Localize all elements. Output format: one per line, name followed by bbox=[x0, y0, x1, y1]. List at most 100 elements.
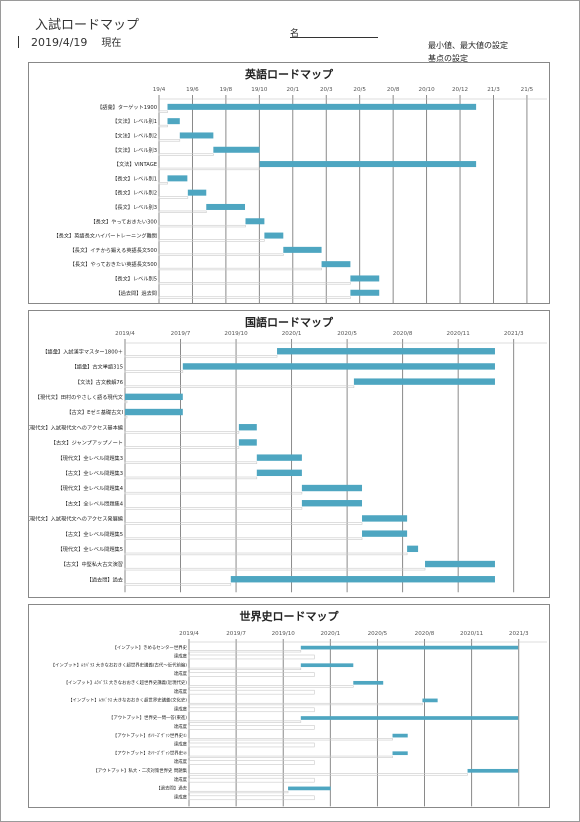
progress-track bbox=[188, 707, 315, 713]
row-label: 【過去問】過去 bbox=[87, 575, 123, 583]
row-label: 【長文】やっておきたい英語長文500 bbox=[70, 260, 157, 268]
progress-track bbox=[158, 239, 265, 242]
row-label: 達成度 bbox=[174, 723, 188, 730]
progress-track bbox=[158, 110, 168, 113]
current-label: 現在 bbox=[101, 38, 122, 49]
task-bar bbox=[353, 378, 495, 385]
progress-track bbox=[124, 522, 363, 525]
task-bar bbox=[206, 203, 246, 210]
english-roadmap-chart: 19/4 19/6 19/8 19/10 20/1 20/3 20/5 20/8 20/10 20… bbox=[53, 87, 547, 303]
row-label: 【現代文】田村のやさしく語る現代文 bbox=[35, 393, 124, 401]
progress-track bbox=[158, 282, 351, 285]
progress-track bbox=[158, 296, 351, 299]
x-tick-label: 20/1 bbox=[287, 87, 300, 93]
row-label: 【インプット】ﾑﾗﾊﾞﾗｽ 大きなおおきく超世界史講義(文化史) bbox=[68, 697, 187, 704]
x-tick-label: 2019/7 bbox=[226, 631, 246, 637]
row-label: 【語彙】入試漢字マスター1800＋ bbox=[42, 347, 123, 355]
x-tick-label: 2020/8 bbox=[393, 331, 413, 337]
progress-track bbox=[124, 552, 408, 556]
task-bar bbox=[213, 146, 260, 153]
progress-track bbox=[188, 773, 468, 776]
row-label: 【語彙】古文単語315 bbox=[72, 363, 123, 371]
row-label: 【文法】レベル別1 bbox=[112, 117, 157, 125]
task-bar bbox=[125, 393, 183, 401]
progress-track bbox=[158, 139, 181, 142]
progress-track bbox=[124, 355, 278, 358]
x-tick-label: 20/10 bbox=[419, 87, 436, 93]
name-label: 名 bbox=[290, 29, 300, 39]
x-tick-label: 2021/3 bbox=[504, 331, 524, 337]
progress-track bbox=[188, 685, 354, 688]
task-bar bbox=[230, 576, 495, 583]
progress-track bbox=[124, 507, 303, 510]
document-title: 入試ロードマップ bbox=[35, 18, 140, 33]
row-label: 達成度 bbox=[174, 653, 188, 660]
task-bar bbox=[238, 439, 257, 446]
progress-track bbox=[188, 689, 315, 695]
progress-track bbox=[124, 461, 258, 464]
task-bar bbox=[259, 161, 477, 168]
world-history-roadmap-chart: 2019/4 2019/7 2019/10 2020/1 2020/5 2020/8 202… bbox=[51, 631, 547, 807]
x-tick-label: 21/5 bbox=[521, 87, 534, 93]
row-label: 【文法】レベル別2 bbox=[112, 131, 157, 139]
row-label: 達成度 bbox=[174, 793, 188, 800]
row-label: 【語彙】ターゲット1900 bbox=[97, 103, 157, 111]
row-label: 【長文】英語長文ハイパートレーニング難関 bbox=[53, 232, 157, 240]
progress-track bbox=[188, 760, 315, 765]
date-line: 2019/4/19 現在 bbox=[18, 34, 121, 49]
row-label: 【古文】全レベル問題集4 bbox=[63, 499, 124, 507]
row-label: 【過去問】過去問 bbox=[115, 289, 157, 297]
world-history-roadmap-panel: 世界史ロードマップ 2019/4 2019/7 2019/10 2020/1 2020/… bbox=[28, 604, 550, 808]
x-tick-label: 2021/3 bbox=[509, 631, 529, 637]
row-label: 【現代文】入試現代文へのアクセス発展編 bbox=[29, 515, 123, 523]
task-bar bbox=[350, 275, 380, 282]
row-label: 【古文】全レベル問題集5 bbox=[63, 530, 123, 538]
task-bar bbox=[362, 515, 408, 522]
row-label: 【インプット】きめるセンター世界史 bbox=[112, 644, 187, 651]
task-bar bbox=[350, 289, 380, 296]
japanese-roadmap-chart: 2019/4 2019/7 2019/10 2020/1 2020/5 2020/8 202… bbox=[29, 331, 547, 593]
x-tick-label: 19/6 bbox=[186, 87, 199, 93]
progress-track bbox=[188, 667, 302, 670]
row-label: 【現代文】入試現代文へのアクセス基本編 bbox=[29, 423, 123, 431]
x-tick-label: 19/8 bbox=[220, 87, 233, 93]
progress-track bbox=[124, 567, 426, 571]
progress-track bbox=[158, 210, 207, 213]
progress-track bbox=[188, 755, 393, 758]
row-label: 【長文】やっておきたい300 bbox=[90, 217, 157, 225]
progress-track bbox=[158, 224, 246, 228]
name-field[interactable]: 名 bbox=[290, 26, 378, 39]
progress-track bbox=[124, 431, 240, 434]
progress-track bbox=[124, 491, 303, 495]
x-tick-label: 2019/10 bbox=[224, 331, 248, 337]
x-tick-label: 2020/5 bbox=[337, 331, 357, 337]
task-bar bbox=[245, 218, 265, 225]
row-label: 【長文】レベル別1 bbox=[112, 174, 157, 182]
note-min-max: 最小値、最大値の設定 bbox=[428, 41, 508, 50]
progress-track bbox=[188, 738, 393, 741]
progress-track bbox=[124, 476, 258, 480]
progress-track bbox=[188, 777, 315, 783]
x-tick-label: 20/3 bbox=[320, 87, 333, 93]
row-label: 【アウトプット】世界史一問一答(東進) bbox=[109, 714, 187, 721]
progress-track bbox=[124, 400, 128, 404]
task-bar bbox=[182, 363, 495, 370]
x-tick-label: 20/5 bbox=[353, 87, 366, 93]
row-label: 【アウトプット】私大・二次対策世界史 問題集 bbox=[93, 767, 187, 774]
task-bar bbox=[301, 484, 363, 492]
task-bar bbox=[300, 716, 519, 720]
row-label: 【古文】ジャンプアップノート bbox=[51, 439, 123, 447]
japanese-roadmap-title: 国語ロードマップ bbox=[245, 316, 333, 329]
english-roadmap-panel: 英語ロードマップ 19/4 19/6 19/8 19/10 20/1 20/3 20/5 20… bbox=[28, 62, 550, 304]
row-label: 達成度 bbox=[174, 758, 188, 765]
row-label: 【アウトプット】ｵｼﾘｰｽﾞｳﾞｧﾝ世界史① bbox=[113, 732, 187, 739]
x-tick-label: 20/12 bbox=[452, 87, 468, 93]
row-label: 達成度 bbox=[174, 741, 188, 748]
progress-track bbox=[124, 583, 232, 586]
row-label: 【現代文】全レベル問題集4 bbox=[57, 484, 123, 492]
progress-track bbox=[124, 537, 363, 540]
task-bar bbox=[301, 500, 363, 507]
x-tick-label: 2019/4 bbox=[179, 631, 199, 637]
row-label: 【古文】全レベル問題集3 bbox=[63, 469, 123, 477]
task-bar bbox=[256, 469, 302, 477]
